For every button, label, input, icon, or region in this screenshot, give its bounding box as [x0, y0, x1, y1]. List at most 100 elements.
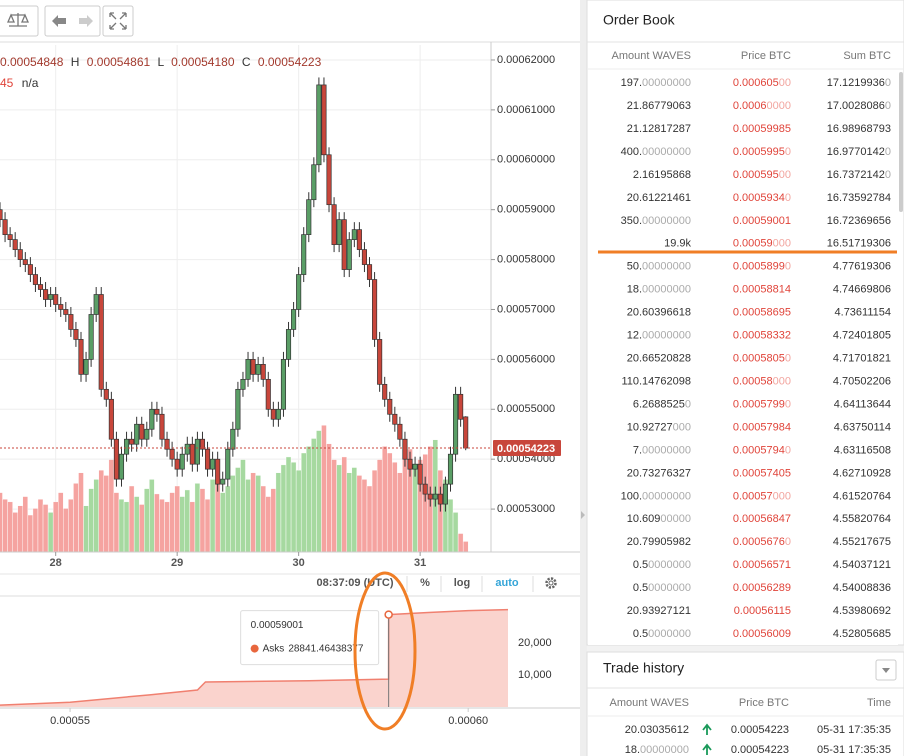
order-row[interactable]: [588, 94, 898, 117]
candle-body: [316, 84, 322, 166]
order-row[interactable]: [588, 186, 898, 209]
volume-bar: [199, 488, 206, 553]
ohlc-label: C: [242, 55, 251, 69]
volume-bar: [159, 499, 165, 553]
volume-bar: [392, 462, 398, 553]
volume-bar: [265, 496, 271, 553]
candle-body: [32, 274, 38, 285]
price-main: 0.0005934: [733, 192, 785, 204]
y-tick-label: 0.00058000: [497, 253, 555, 265]
order-row[interactable]: [588, 255, 898, 278]
volume-bar: [139, 504, 145, 553]
y-tick-label: 0.00053000: [497, 503, 555, 515]
candle-body: [382, 383, 388, 400]
volume-bar: [295, 469, 302, 553]
order-row[interactable]: [588, 370, 898, 393]
indicator-value: 45: [0, 76, 14, 90]
amount: 197.00000000: [621, 77, 691, 89]
settings-button[interactable]: [545, 577, 557, 589]
order-row[interactable]: [588, 209, 898, 232]
candle-body: [432, 493, 438, 500]
price: 0.00056760: [733, 536, 791, 548]
volume-bar: [376, 459, 383, 553]
redo-button[interactable]: [79, 15, 93, 27]
volume-bar: [301, 452, 307, 553]
percent-toggle[interactable]: %: [420, 577, 430, 589]
undo-redo-group: [44, 5, 101, 37]
price: 0.00058050: [733, 352, 791, 364]
candle-body: [210, 458, 216, 470]
amount-main: 7.: [633, 444, 642, 456]
undo-button[interactable]: [52, 15, 66, 27]
candle-body: [53, 294, 59, 305]
splitter[interactable]: [580, 0, 587, 756]
order-row[interactable]: [588, 462, 898, 485]
order-row[interactable]: [588, 416, 898, 439]
price: 0.00057405: [733, 467, 791, 479]
candle-body: [63, 309, 69, 315]
order-row[interactable]: [588, 278, 898, 301]
price-main: 0.000605: [733, 77, 779, 89]
volume-bar: [118, 499, 125, 553]
sum-main: 4.63116508: [834, 444, 891, 456]
auto-toggle[interactable]: auto: [495, 577, 519, 589]
amount-dim: 0000000: [648, 582, 691, 594]
order-row[interactable]: [588, 117, 898, 140]
price-main: 0.00056009: [733, 628, 791, 640]
y-tick-label: 0.00059000: [497, 204, 555, 216]
candle-body: [412, 463, 418, 470]
order-row[interactable]: [588, 163, 898, 186]
order-row[interactable]: [588, 232, 898, 255]
sum-dim: 0: [885, 169, 891, 181]
amount: 20.93927121: [627, 605, 691, 617]
order-row[interactable]: [588, 72, 898, 94]
volume-bar: [457, 533, 464, 553]
amount-main: 20.66520828: [627, 352, 691, 364]
candle-body: [275, 408, 281, 420]
price: 0.00058000: [733, 375, 791, 387]
amount: 20.79905982: [627, 536, 691, 548]
amount: 6.26885250: [633, 398, 691, 410]
order-row[interactable]: [588, 623, 898, 646]
amount-main: 0.5: [633, 559, 648, 571]
candle-body: [2, 219, 8, 235]
volume-bar: [402, 456, 408, 553]
y-tick-label: 0.00054000: [497, 453, 555, 465]
ohlc-label: H: [71, 55, 80, 69]
sum-main: 17.1219936: [827, 77, 885, 89]
price-main: 0.0005794: [733, 444, 785, 456]
volume-bar: [88, 488, 94, 553]
ohlc-header: 0.00054848 H 0.00054861 L 0.00054180 C 0…: [0, 55, 322, 69]
order-row[interactable]: [588, 600, 898, 623]
order-row[interactable]: [588, 508, 898, 531]
volume-bar: [0, 492, 3, 553]
order-row[interactable]: [588, 554, 898, 577]
amount-main: 12.: [627, 329, 642, 341]
order-row[interactable]: [588, 140, 898, 163]
order-row[interactable]: [588, 324, 898, 347]
order-row[interactable]: [588, 577, 898, 600]
price: 0.00056115: [734, 605, 791, 617]
price-main: 0.00056115: [734, 605, 791, 617]
y-tick-label: 0.00062000: [497, 54, 555, 66]
order-row[interactable]: [588, 301, 898, 324]
order-row[interactable]: [588, 531, 898, 554]
order-row[interactable]: [588, 485, 898, 508]
sum: 16.72369656: [827, 215, 891, 227]
sum-main: 4.63750114: [834, 421, 891, 433]
price-main: 0.0005995: [733, 146, 785, 158]
amount: 50.00000000: [627, 261, 691, 273]
scrollbar[interactable]: [899, 72, 903, 212]
order-row[interactable]: [588, 347, 898, 370]
volume-bar: [250, 472, 256, 553]
order-row[interactable]: [588, 439, 898, 462]
candle-body: [245, 359, 251, 380]
compare-button[interactable]: [0, 5, 39, 37]
sum-main: 4.62710928: [833, 467, 891, 479]
fullscreen-button[interactable]: [102, 5, 134, 37]
order-row[interactable]: [588, 393, 898, 416]
candle-body: [296, 274, 302, 310]
log-toggle[interactable]: log: [454, 577, 471, 589]
scale-icon: [7, 13, 29, 27]
volume-bar: [326, 443, 332, 553]
